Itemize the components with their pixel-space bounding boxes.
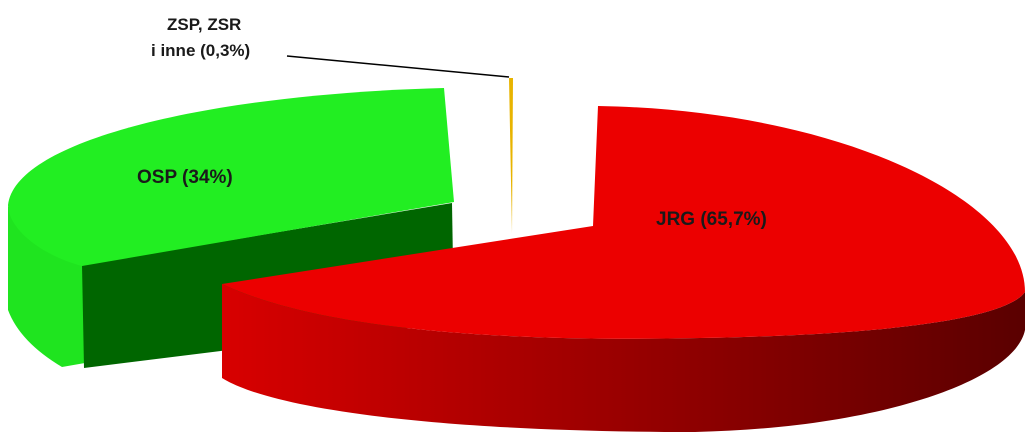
label-jrg: JRG (65,7%) [656,209,767,230]
jrg-top [222,106,1025,339]
slice-jrg [222,106,1025,432]
zsp-sliver [509,78,513,233]
label-zsp-line1: ZSP, ZSR [167,15,241,34]
osp-top [8,88,454,266]
zsp-leader-line [286,55,510,78]
slice-zsp [509,78,513,233]
jrg-outer-side [222,284,1025,432]
label-osp: OSP (34%) [137,167,233,188]
label-zsp-line2: i inne (0,3%) [151,41,250,60]
